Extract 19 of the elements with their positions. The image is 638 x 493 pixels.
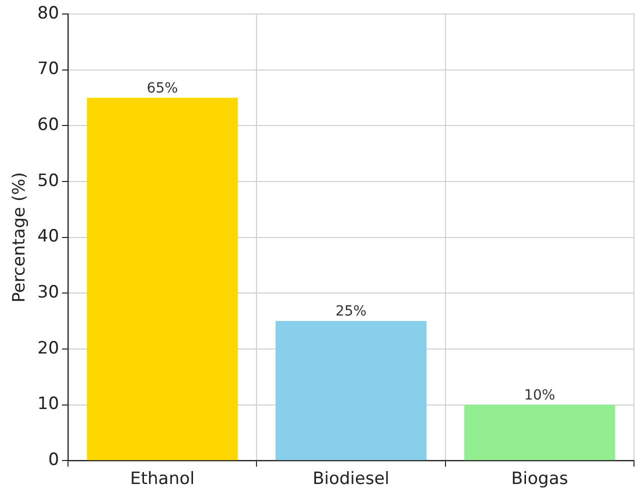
y-tick-label: 30 bbox=[37, 282, 60, 303]
data-label: 10% bbox=[524, 387, 556, 404]
y-tick-label: 50 bbox=[37, 170, 60, 191]
bar bbox=[276, 321, 426, 460]
y-tick-label: 10 bbox=[37, 394, 60, 414]
y-tick-label: 60 bbox=[37, 115, 60, 136]
x-tick-label: Biodiesel bbox=[312, 469, 390, 490]
bar bbox=[86, 98, 238, 460]
bar bbox=[464, 404, 616, 460]
x-tick-label: Biogas bbox=[511, 469, 568, 490]
y-tick-label: 20 bbox=[37, 338, 60, 358]
data-label: 25% bbox=[335, 304, 367, 320]
y-axis-title: Percentage (%) bbox=[10, 172, 30, 303]
y-tick-label: 70 bbox=[37, 59, 60, 80]
data-label: 65% bbox=[146, 80, 178, 96]
y-tick-label: 80 bbox=[37, 3, 60, 24]
y-tick-label: 0 bbox=[48, 450, 60, 470]
y-tick-label: 40 bbox=[37, 226, 60, 247]
x-tick-label: Ethanol bbox=[130, 469, 195, 490]
